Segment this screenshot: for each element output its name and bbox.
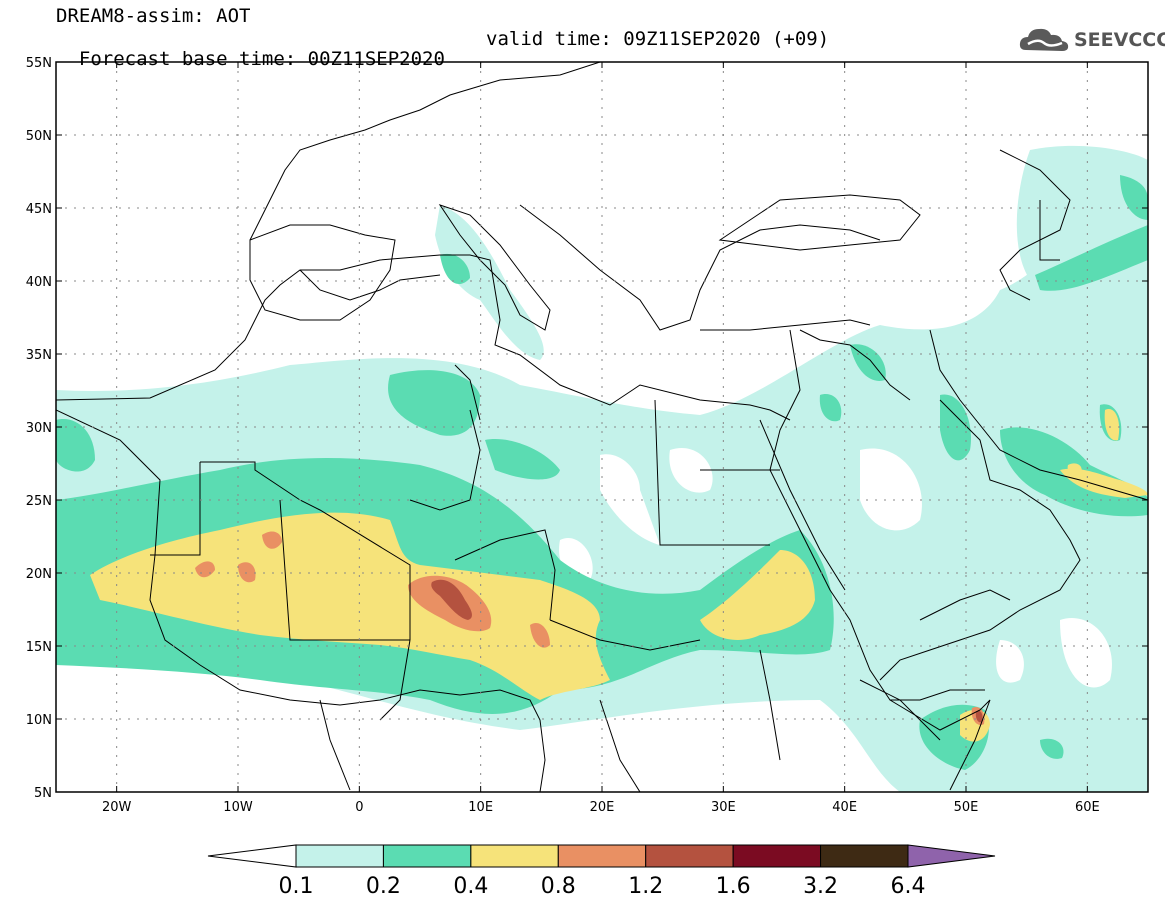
seevccc-logo: SEEVCCC — [1018, 22, 1165, 58]
colorbar-label: 3.2 — [803, 874, 838, 899]
lon-tick-label: 20W — [102, 800, 132, 815]
lat-tick-label: 40N — [26, 275, 52, 290]
lat-tick-label: 50N — [26, 129, 52, 144]
lat-tick-label: 45N — [26, 202, 52, 217]
colorbar-label: 6.4 — [891, 874, 926, 899]
valid-time-text: valid time: 09Z11SEP2020 (+09) — [486, 28, 830, 50]
aot-field — [56, 145, 1148, 792]
lat-tick-label: 10N — [26, 713, 52, 728]
colorbar-swatch — [557, 844, 647, 868]
colorbar-high-arrow — [907, 844, 996, 868]
colorbar-swatch — [295, 844, 384, 868]
coastlines — [56, 62, 1148, 792]
colorbar-label: 1.2 — [628, 874, 663, 899]
lon-tick-label: 20E — [590, 800, 615, 815]
lon-tick-label: 0 — [355, 800, 363, 815]
colorbar-swatch — [470, 844, 559, 868]
colorbar-label: 1.6 — [716, 874, 751, 899]
cloud-logo-icon — [1019, 28, 1069, 51]
colorbar-swatch — [645, 844, 734, 868]
colorbar-low-arrow — [207, 844, 297, 868]
colorbar-swatch — [820, 844, 909, 868]
aot-colorbar: 0.1 0.2 0.4 0.8 1.2 1.6 3.2 6.4 — [207, 844, 996, 899]
colorbar-swatch — [382, 844, 472, 868]
lat-tick-label: 20N — [26, 567, 52, 582]
colorbar-label: 0.8 — [541, 874, 576, 899]
base-time-text: Forecast base time: 00Z11SEP2020 — [78, 48, 445, 70]
lon-tick-label: 10E — [468, 800, 493, 815]
lat-tick-label: 25N — [26, 494, 52, 509]
lat-tick-label: 55N — [26, 56, 52, 71]
lon-tick-label: 50E — [954, 800, 979, 815]
lon-tick-label: 30E — [711, 800, 736, 815]
lat-tick-label: 35N — [26, 348, 52, 363]
latitude-labels: 55N 50N 45N 40N 35N 30N 25N 20N 15N 10N 5N — [26, 56, 1148, 801]
colorbar-swatch — [732, 844, 822, 868]
aot-band-1.2-1.6 — [431, 579, 983, 723]
colorbar-label: 0.4 — [453, 874, 488, 899]
logo-text: SEEVCCC — [1074, 29, 1165, 51]
aot-clear-areas — [559, 448, 1112, 688]
lon-tick-label: 10W — [223, 800, 253, 815]
forecast-base-time: Forecast base time: 00Z11SEP2020 valid t… — [56, 29, 829, 89]
map-title: DREAM8-assim: AOT — [56, 5, 251, 27]
colorbar-label: 0.2 — [366, 874, 401, 899]
longitude-labels: 20W 10W 0 10E 20E 30E 40E 50E 60E — [102, 62, 1100, 815]
lat-tick-label: 5N — [34, 786, 52, 801]
lon-tick-label: 60E — [1075, 800, 1100, 815]
lat-tick-label: 15N — [26, 640, 52, 655]
lon-tick-label: 40E — [832, 800, 857, 815]
colorbar-label: 0.1 — [279, 874, 314, 899]
lat-tick-label: 30N — [26, 421, 52, 436]
map-gridlines — [56, 62, 1148, 792]
